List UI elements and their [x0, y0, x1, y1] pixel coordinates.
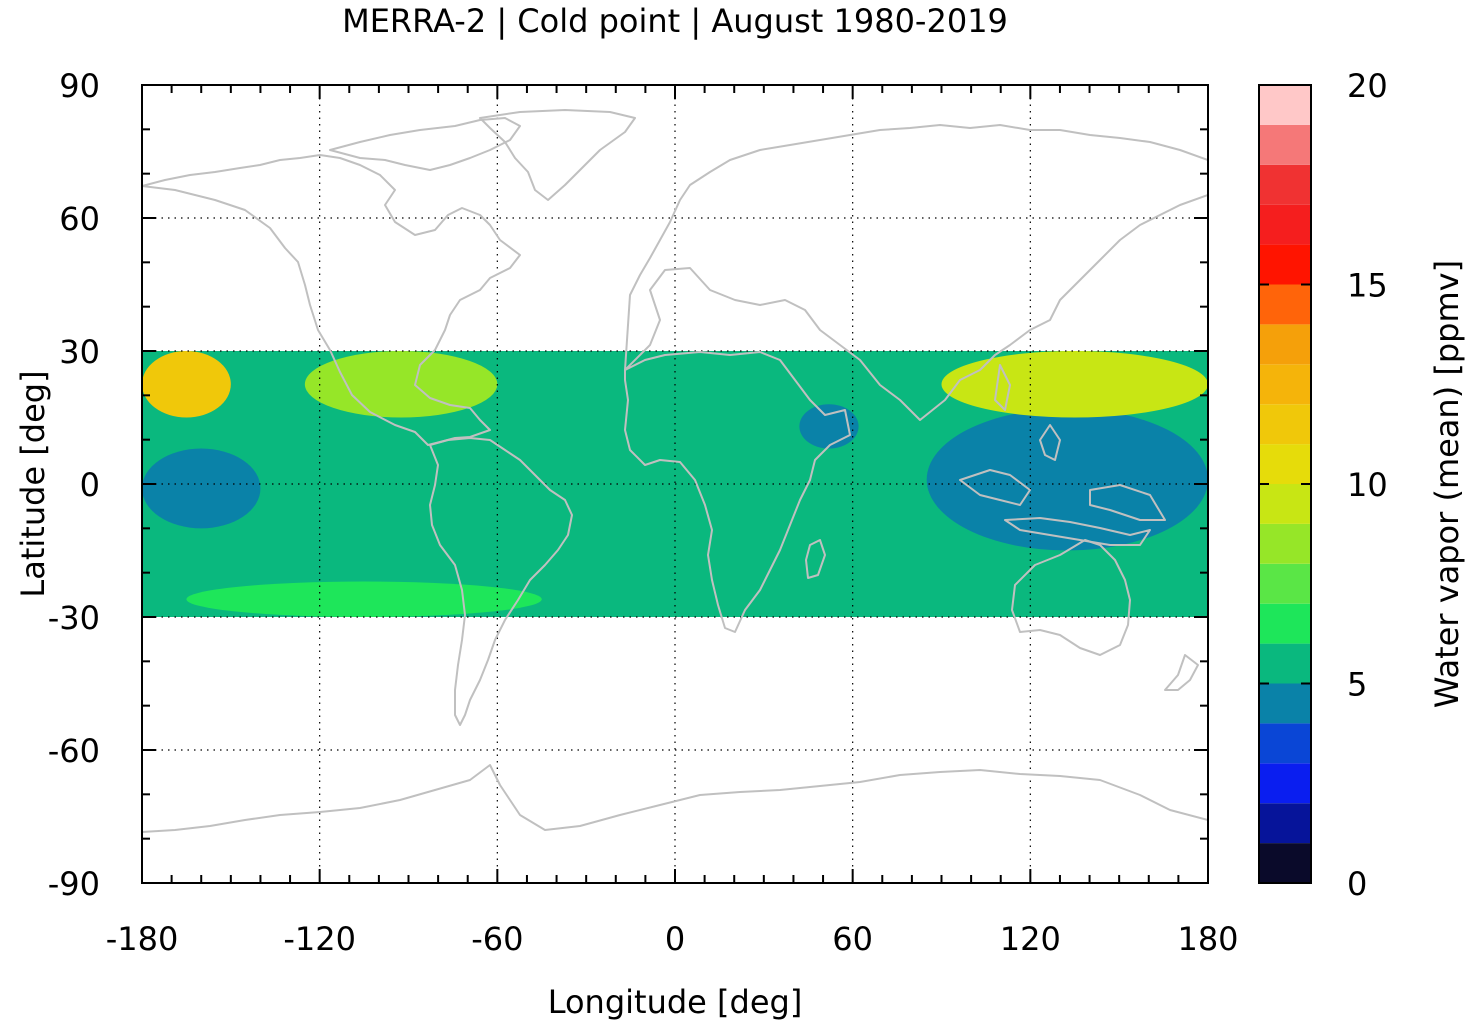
chart-title: MERRA-2 | Cold point | August 1980-2019 — [342, 2, 1008, 40]
field-region — [142, 448, 261, 529]
coastline-south-america — [429, 437, 573, 726]
colorbar-tick-label: 5 — [1347, 666, 1367, 704]
y-tick-label: 60 — [59, 200, 100, 238]
field-region — [142, 351, 231, 418]
colorbar-swatch — [1259, 85, 1311, 125]
x-tick-label: 120 — [1000, 920, 1061, 958]
colorbar-swatch — [1259, 723, 1311, 764]
colorbar-swatch — [1259, 763, 1311, 804]
x-tick-label: 180 — [1177, 920, 1238, 958]
coastline-maritime-continent — [959, 364, 1166, 546]
colorbar-swatch — [1259, 204, 1311, 245]
colorbar-swatch — [1259, 523, 1311, 564]
colorbar-swatch — [1259, 803, 1311, 844]
y-tick-label: -30 — [48, 599, 100, 637]
x-tick-label: -180 — [106, 920, 179, 958]
colorbar-swatch — [1259, 164, 1311, 205]
y-tick-label: -60 — [48, 732, 100, 770]
colorbar-swatch — [1259, 444, 1311, 484]
field-region — [926, 408, 1208, 551]
coastline-new-zealand — [1164, 654, 1199, 691]
colorbar-tick-label: 0 — [1347, 865, 1367, 903]
colorbar-swatch — [1259, 124, 1311, 165]
field-region — [799, 404, 859, 449]
coastline-arctic-islands — [329, 117, 521, 171]
field-region — [941, 351, 1208, 418]
x-tick-label: -120 — [283, 920, 356, 958]
colorbar: 20 15 10 5 0 — [1258, 67, 1388, 903]
colorbar-swatch — [1259, 404, 1311, 445]
colorbar-tick-label: 10 — [1347, 466, 1388, 504]
x-tick-label: 60 — [832, 920, 873, 958]
coastline-antarctica — [142, 764, 1208, 833]
colorbar-swatch — [1259, 364, 1311, 405]
colorbar-swatch — [1259, 484, 1311, 524]
colorbar-label: Water vapor (mean) [ppmv] — [1428, 260, 1466, 708]
coastline-madagascar — [805, 539, 826, 579]
coastline-australia — [1011, 539, 1131, 656]
y-axis-label: Latitude [deg] — [14, 370, 52, 597]
grid-lines — [142, 85, 1208, 883]
y-tick-label: 0 — [80, 466, 100, 504]
colorbar-swatch — [1259, 284, 1311, 325]
y-tick-label: 30 — [59, 333, 100, 371]
coastline-north-america — [142, 154, 521, 446]
x-tick-label: 0 — [665, 920, 685, 958]
plot-frame: -180 -120 -60 0 60 120 180 90 60 30 0 -30 -60 -90 — [48, 67, 1239, 958]
colorbar-swatch — [1259, 843, 1311, 883]
y-tick-label: 90 — [59, 67, 100, 105]
coastlines — [142, 109, 1208, 833]
x-axis-label: Longitude [deg] — [548, 983, 803, 1021]
colorbar-swatch — [1259, 563, 1311, 604]
x-tick-label: -60 — [471, 920, 523, 958]
colorbar-tick-label: 15 — [1347, 267, 1388, 305]
y-tick-label: -90 — [48, 865, 100, 903]
colorbar-swatch — [1259, 683, 1311, 724]
colorbar-swatch — [1259, 603, 1311, 644]
colorbar-tick-label: 20 — [1347, 67, 1388, 105]
field-region — [304, 351, 498, 418]
colorbar-swatch — [1259, 244, 1311, 285]
colorbar-swatch — [1259, 324, 1311, 365]
colorbar-swatch — [1259, 643, 1311, 684]
coastline-greenland — [479, 109, 636, 201]
field-region — [186, 581, 542, 617]
coastline-africa-eurasia — [624, 124, 1208, 633]
